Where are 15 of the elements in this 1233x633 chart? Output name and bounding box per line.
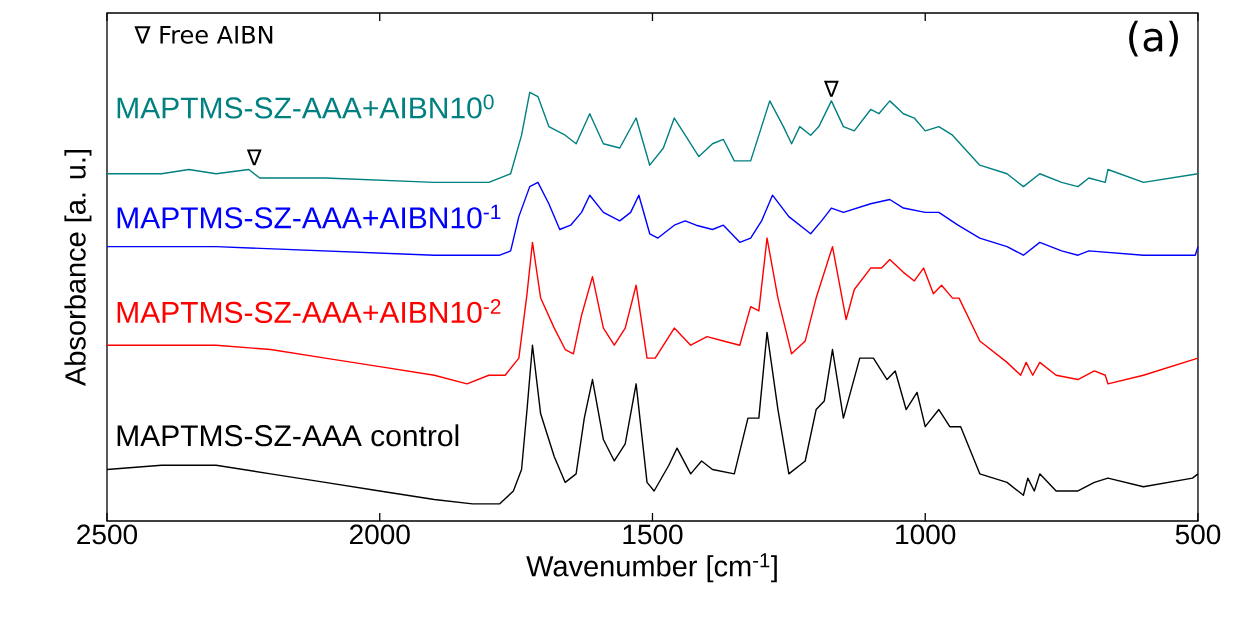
x-tick-label: 500 [1175,524,1221,545]
series-label: MAPTMS-SZ-AAA control [117,424,459,447]
x-tick-label: 2500 [77,524,138,545]
series-label: MAPTMS-SZ-AAA+AIBN10$^{-2}$ [117,299,501,324]
text: ∇ Free AIBN [134,25,273,44]
annotation: ∇ [246,149,262,166]
x-axis-title: Wavenumber [cm$^{-1}$] [526,553,777,583]
series-label: MAPTMS-SZ-AAA+AIBN10$^{-1}$ [117,204,501,229]
x-tick-label: 1500 [623,524,683,545]
y-axis-title: Absorbance [a. u.] [64,150,92,386]
x-tick-label: 1000 [896,524,956,545]
x-tick-label: 2000 [350,524,410,545]
text: (a) [1129,20,1178,57]
series-label: MAPTMS-SZ-AAA+AIBN10$^{0}$ [117,94,494,119]
annotation: ∇ [823,80,839,97]
